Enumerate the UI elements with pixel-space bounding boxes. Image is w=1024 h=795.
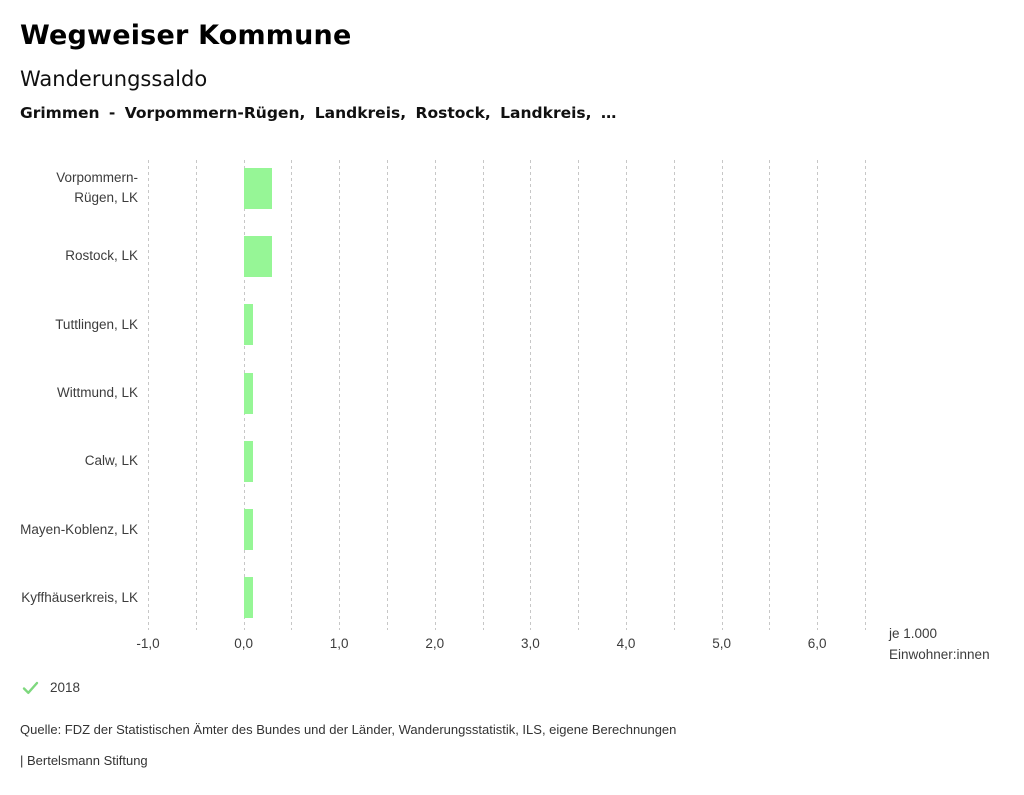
x-axis-unit-line2: Einwohner:innen bbox=[889, 646, 990, 662]
bar[interactable] bbox=[243, 235, 273, 277]
source-note: Quelle: FDZ der Statistischen Ämter des … bbox=[20, 722, 677, 737]
gridline bbox=[195, 160, 197, 630]
gridline bbox=[673, 160, 675, 630]
plot-area bbox=[148, 154, 866, 632]
x-tick-label: 6,0 bbox=[807, 636, 827, 651]
bar[interactable] bbox=[243, 440, 254, 482]
gridline bbox=[148, 160, 149, 630]
gridline bbox=[530, 160, 532, 630]
x-axis-unit-line1: je 1.000 bbox=[889, 626, 938, 641]
chart-title: Wanderungssaldo bbox=[20, 67, 208, 91]
bar[interactable] bbox=[243, 167, 273, 209]
x-tick-label: 0,0 bbox=[234, 636, 253, 651]
gridline bbox=[865, 160, 866, 630]
x-tick-label: 2,0 bbox=[425, 636, 445, 651]
category-label-text: Calw, LK bbox=[84, 453, 138, 469]
gridline bbox=[721, 160, 723, 630]
category-label: Kyffhäuserkreis, LK bbox=[0, 564, 138, 632]
category-label: Calw, LK bbox=[0, 427, 138, 495]
gridline bbox=[482, 160, 484, 630]
category-label: Mayen-Koblenz, LK bbox=[0, 495, 138, 563]
gridline bbox=[339, 160, 341, 630]
gridline bbox=[578, 160, 580, 630]
x-tick-label: 4,0 bbox=[616, 636, 636, 651]
gridline bbox=[434, 160, 436, 630]
bar[interactable] bbox=[243, 577, 254, 619]
x-tick-label: 1,0 bbox=[329, 636, 349, 651]
bar[interactable] bbox=[243, 372, 254, 414]
gridline bbox=[769, 160, 771, 630]
branding-note: | Bertelsmann Stiftung bbox=[20, 753, 148, 768]
x-tick-label: -1,0 bbox=[136, 636, 160, 651]
bar[interactable] bbox=[243, 509, 254, 551]
category-label: Wittmund, LK bbox=[0, 359, 138, 427]
app-title: Wegweiser Kommune bbox=[20, 20, 352, 51]
category-label: Rostock, LK bbox=[0, 222, 138, 290]
x-axis-unit-label: je 1.000 Einwohner:innen bbox=[889, 624, 990, 665]
gridline bbox=[817, 160, 819, 630]
gridline bbox=[626, 160, 627, 630]
gridline bbox=[291, 160, 293, 630]
chart-selection-subtitle: Grimmen - Vorpommern-Rügen, Landkreis, R… bbox=[20, 104, 617, 122]
category-label-text: Wittmund, LK bbox=[56, 385, 138, 401]
x-tick-label: 5,0 bbox=[712, 636, 731, 651]
legend-item-2018[interactable]: 2018 bbox=[22, 680, 80, 695]
x-tick-label: 3,0 bbox=[521, 636, 540, 651]
legend-label: 2018 bbox=[50, 680, 81, 695]
bar-chart: Vorpommern-Rügen, LK Rostock, LK Tuttlinge… bbox=[0, 154, 1024, 674]
category-label-text: Rostock, LK bbox=[65, 248, 138, 264]
category-label: Tuttlingen, LK bbox=[0, 291, 138, 359]
checkmark-icon bbox=[22, 681, 39, 695]
category-label-text: Vorpommern-Rügen, LK bbox=[56, 170, 138, 206]
bar[interactable] bbox=[243, 304, 254, 346]
category-label-text: Kyffhäuserkreis, LK bbox=[21, 589, 138, 605]
category-label-text: Mayen-Koblenz, LK bbox=[20, 521, 138, 537]
category-label: Vorpommern-Rügen, LK bbox=[0, 154, 138, 222]
gridline bbox=[387, 160, 388, 630]
category-label-text: Tuttlingen, LK bbox=[55, 316, 138, 332]
